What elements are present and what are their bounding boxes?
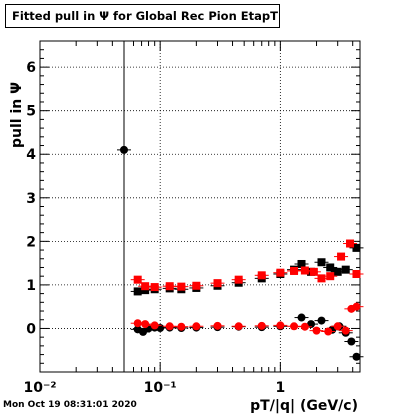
- data-point-square: [133, 287, 142, 296]
- data-point-square: [297, 259, 306, 268]
- data-point-square: [309, 267, 318, 276]
- x-tick-label: 1: [275, 380, 285, 396]
- data-point-square: [337, 252, 346, 261]
- data-point-square: [300, 266, 309, 275]
- data-point-circle: [234, 322, 243, 331]
- data-point-square: [141, 282, 150, 291]
- data-point-square: [352, 243, 361, 252]
- data-point-circle: [192, 322, 201, 331]
- data-point-square: [346, 239, 355, 248]
- tick-labels: 0 1 2 3 4 5 6 10⁻² 10⁻¹ 1: [23, 60, 285, 396]
- data-point-square: [150, 283, 159, 292]
- data-point-circle: [119, 145, 128, 154]
- y-tick-label: 6: [26, 60, 36, 76]
- data-point-circle: [324, 327, 333, 336]
- y-tick-label: 4: [26, 147, 36, 163]
- data-point-circle: [133, 319, 142, 328]
- data-point-square: [257, 271, 266, 280]
- x-axis-title: pT/|q| (GeV/c): [250, 398, 358, 414]
- data-point-circle: [347, 337, 356, 346]
- data-point-square: [213, 279, 222, 288]
- data-point-circle: [177, 322, 186, 331]
- data-point-circle: [300, 322, 309, 331]
- data-point-circle: [165, 322, 174, 331]
- y-tick-label: 2: [26, 234, 36, 250]
- data-point-square: [352, 270, 361, 279]
- data-point-circle: [257, 321, 266, 330]
- data-point-square: [326, 272, 335, 281]
- y-tick-label: 3: [26, 191, 36, 207]
- y-tick-label: 5: [26, 104, 36, 120]
- data-point-square: [177, 282, 186, 291]
- data-point-circle: [276, 321, 285, 330]
- data-point-circle: [150, 321, 159, 330]
- data-point-square: [234, 275, 243, 284]
- data-point-circle: [307, 320, 316, 329]
- data-point-circle: [141, 320, 150, 329]
- data-point-square: [276, 268, 285, 277]
- axis-ticks: [39, 41, 360, 372]
- data-point-circle: [297, 313, 306, 322]
- data-point-square: [165, 282, 174, 291]
- data-point-square: [192, 281, 201, 290]
- data-point-square: [326, 263, 335, 272]
- data-point-square: [290, 266, 299, 275]
- data-point-square: [133, 275, 142, 284]
- y-axis-title: pull in Ψ: [9, 82, 25, 148]
- data-point-circle: [333, 322, 342, 331]
- x-tick-label: 10⁻¹: [144, 380, 177, 396]
- data-point-square: [317, 258, 326, 267]
- chart-title: Fitted pull in Ψ for Global Rec Pion Eta…: [5, 4, 280, 28]
- x-tick-label: 10⁻²: [23, 380, 56, 396]
- data-point-circle: [352, 352, 361, 361]
- data-point-square: [341, 265, 350, 274]
- y-tick-label: 0: [26, 321, 36, 337]
- y-tick-label: 1: [26, 278, 36, 294]
- data-points: [116, 145, 364, 361]
- data-point-circle: [213, 321, 222, 330]
- data-point-square: [333, 267, 342, 276]
- data-point-circle: [341, 326, 350, 335]
- data-point-circle: [352, 302, 361, 311]
- data-point-circle: [290, 322, 299, 331]
- timestamp: Mon Oct 19 08:31:01 2020: [3, 400, 137, 410]
- data-point-circle: [312, 326, 321, 335]
- data-point-circle: [317, 316, 326, 325]
- data-point-square: [317, 274, 326, 283]
